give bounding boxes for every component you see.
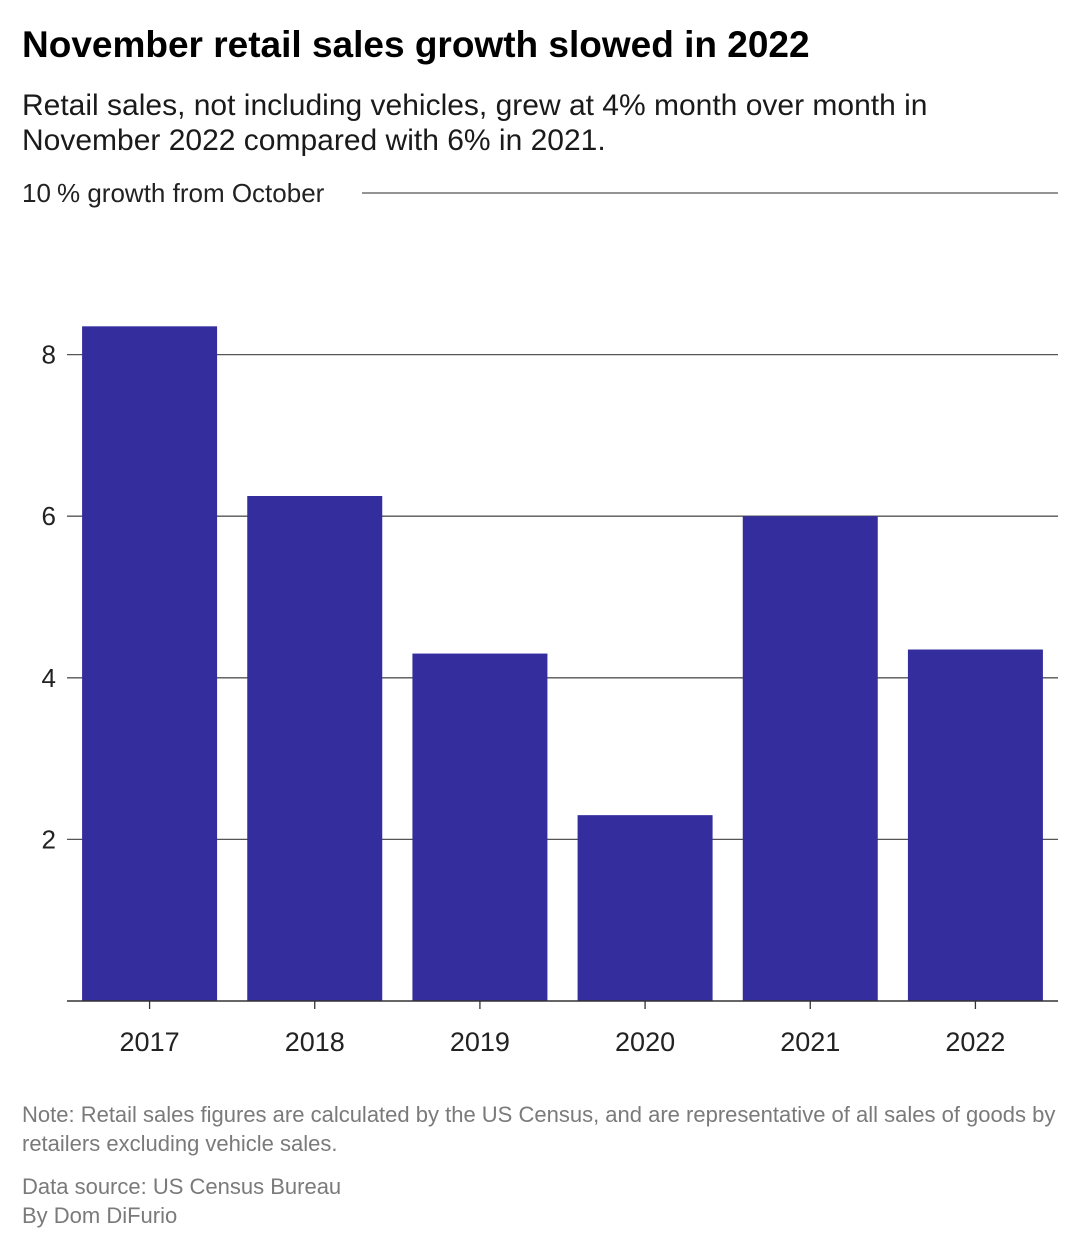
x-tick-label: 2018: [285, 1027, 345, 1057]
y-axis-label: % growth from October: [57, 178, 325, 208]
x-tick-label: 2021: [780, 1027, 840, 1057]
x-tick-label: 2020: [615, 1027, 675, 1057]
chart-subtitle: Retail sales, not including vehicles, gr…: [22, 89, 928, 157]
chart-title: November retail sales growth slowed in 2…: [22, 24, 810, 65]
bar-chart: 2 4 6 8 10% growth from October 2017 2018 2019 2…: [22, 178, 1058, 1057]
y-tick-label: 6: [42, 501, 56, 531]
bar-2017: [82, 326, 218, 1001]
data-source: Data source: US Census Bureau: [22, 1174, 342, 1199]
bar-2019: [412, 653, 548, 1001]
x-tick-label: 2022: [945, 1027, 1005, 1057]
bar-2021: [742, 516, 878, 1001]
axis-labels: 2 4 6 8 10% growth from October 2017 2018 2019 2…: [22, 178, 1005, 1057]
x-tick-label: 2017: [120, 1027, 180, 1057]
bars: [82, 326, 1043, 1001]
y-tick-label: 2: [42, 824, 56, 854]
chart-note: Note: Retail sales figures are calculate…: [22, 1102, 1056, 1156]
footer: Note: Retail sales figures are calculate…: [22, 1100, 1062, 1230]
bar-2020: [577, 815, 713, 1001]
gridlines: [67, 192, 1058, 841]
y-tick-label: 4: [42, 663, 56, 693]
bar-2018: [247, 496, 383, 1001]
x-axis: [67, 1000, 1058, 1009]
y-tick-label: 8: [42, 340, 56, 370]
byline: By Dom DiFurio: [22, 1203, 178, 1228]
bar-2022: [907, 649, 1043, 1001]
x-tick-label: 2019: [450, 1027, 510, 1057]
y-tick-label: 10: [22, 178, 51, 208]
